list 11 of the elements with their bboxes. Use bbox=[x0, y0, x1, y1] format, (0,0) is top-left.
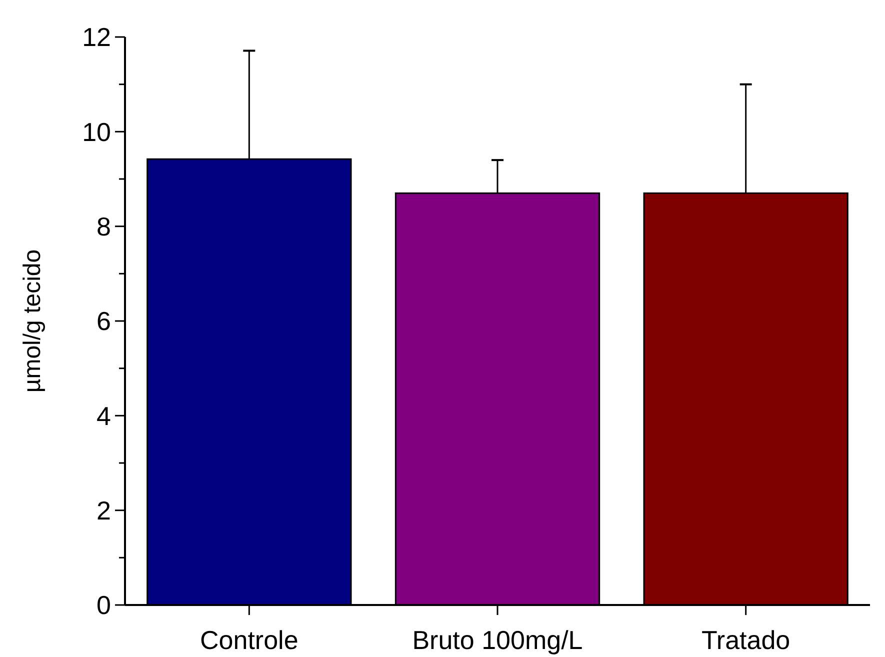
y-tick-label: 6 bbox=[96, 306, 111, 336]
y-tick-label: 10 bbox=[82, 116, 111, 147]
y-axis-title: µmol/g tecido bbox=[19, 249, 46, 393]
y-tick-label: 4 bbox=[96, 400, 111, 431]
x-tick-label: Tratado bbox=[702, 625, 790, 655]
y-tick-label: 2 bbox=[96, 495, 111, 526]
y-tick-label: 0 bbox=[96, 590, 111, 620]
y-tick-label: 8 bbox=[96, 211, 111, 242]
x-tick-label: Controle bbox=[200, 625, 298, 655]
y-tick-label: 12 bbox=[82, 22, 111, 52]
x-tick-label: Bruto 100mg/L bbox=[412, 625, 583, 655]
